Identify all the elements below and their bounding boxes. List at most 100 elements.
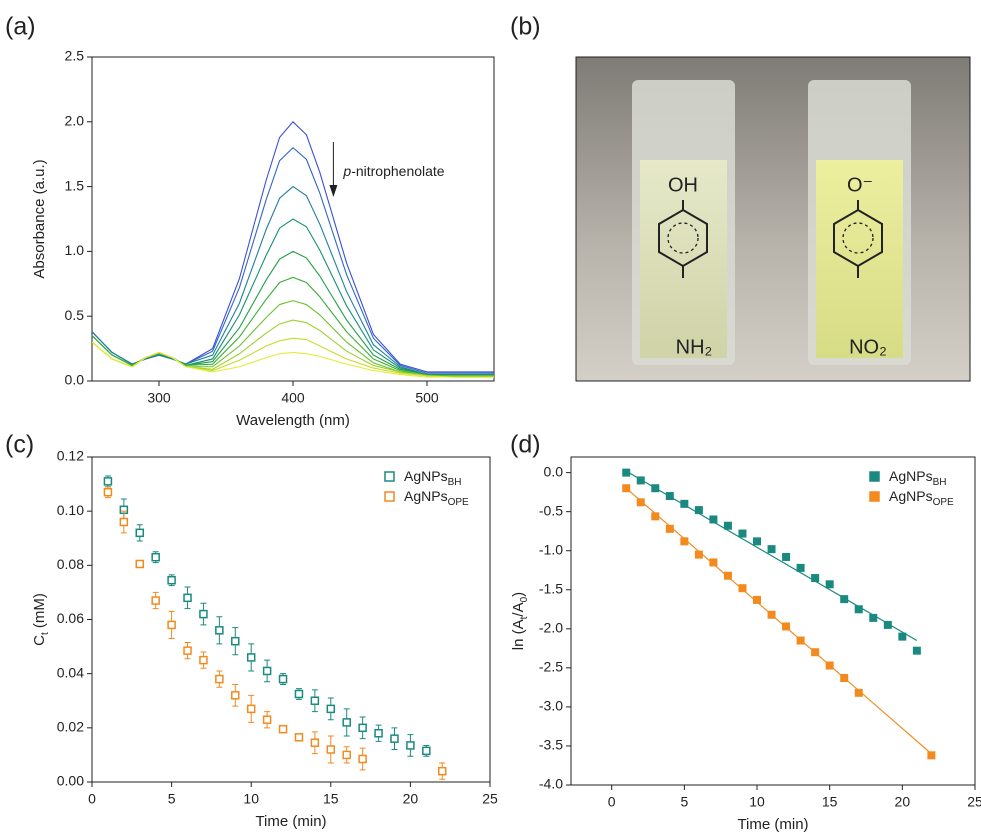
data-point: [680, 499, 689, 508]
y-tick-label: 0.04: [57, 664, 84, 680]
legend-label: AgNPsOPE: [404, 488, 469, 508]
spectrum-line: [92, 146, 494, 374]
data-point: [782, 622, 791, 631]
data-point: [262, 715, 272, 724]
x-tick-label: 400: [281, 390, 305, 406]
panel-label: (c): [5, 431, 34, 459]
y-tick-label: -4.0: [539, 776, 563, 792]
data-point: [246, 704, 256, 714]
legend-sub: BH: [933, 477, 947, 488]
data-point: [183, 593, 192, 603]
data-point: [898, 632, 907, 641]
y-axis-label-part: (mM): [31, 593, 48, 632]
x-tick-label: 5: [680, 794, 688, 810]
y-axis-label: ln (At/A0): [510, 592, 530, 650]
spectrum-line: [92, 319, 494, 378]
data-point: [310, 738, 320, 747]
data-point: [390, 734, 399, 743]
data-point: [767, 610, 776, 619]
data-point: [103, 477, 113, 486]
spectrum-line: [92, 185, 494, 376]
data-point: [199, 609, 208, 619]
data-point: [709, 558, 718, 567]
y-axis-label: Absorbance (a.u.): [31, 159, 48, 278]
y-tick-label: -2.5: [539, 659, 563, 675]
data-point: [796, 563, 805, 572]
x-tick-label: 0: [608, 794, 616, 810]
fit-line: [625, 487, 932, 755]
legend-name: AgNPs: [404, 488, 448, 504]
y-axis-label-part: ): [510, 592, 527, 597]
legend-sub: BH: [448, 477, 462, 488]
data-point: [651, 512, 660, 521]
x-tick-label: 500: [415, 390, 439, 406]
y-axis-label-part: t: [519, 616, 530, 619]
data-point: [199, 655, 208, 665]
data-point: [753, 537, 762, 546]
x-tick-label: 300: [147, 390, 171, 406]
y-tick-label: 0.02: [57, 719, 84, 735]
data-point: [680, 537, 689, 546]
y-tick-label: 1.5: [65, 177, 85, 193]
y-tick-label: 0.12: [57, 448, 84, 464]
x-tick-label: 10: [749, 794, 765, 810]
x-axis-label: Time (min): [737, 816, 808, 833]
data-point: [135, 528, 145, 538]
y-tick-label: 2.0: [65, 113, 85, 129]
data-point: [912, 646, 921, 655]
data-point: [723, 571, 732, 580]
legend-marker: [384, 471, 395, 482]
group-label: OH: [668, 174, 698, 196]
liquid: [640, 160, 727, 358]
plot-area: [92, 120, 494, 378]
data-point: [294, 733, 304, 742]
group-label: O⁻: [847, 174, 873, 196]
data-point: [358, 754, 367, 764]
y-tick-label: -3.5: [539, 737, 563, 753]
data-point: [622, 468, 631, 477]
data-point: [215, 674, 224, 684]
y-tick-label: 1.0: [65, 242, 85, 258]
y-axis-label-part: t: [40, 632, 51, 635]
data-point: [231, 636, 240, 646]
y-axis-label-part: C: [31, 635, 48, 646]
data-point: [811, 648, 820, 657]
data-point: [167, 620, 176, 630]
x-tick-label: 15: [822, 794, 838, 810]
y-tick-label: 2.5: [65, 48, 85, 64]
data-point: [406, 741, 415, 750]
plot-frame: [570, 456, 976, 786]
data-point: [103, 487, 113, 497]
panel-label: (d): [510, 431, 541, 459]
x-tick-label: 20: [895, 794, 911, 810]
spectrum-line: [92, 337, 494, 378]
data-point: [278, 724, 288, 734]
data-point: [840, 674, 849, 683]
data-point: [723, 521, 732, 530]
plot-frame: [91, 456, 491, 783]
data-point: [151, 552, 160, 562]
data-point: [738, 529, 747, 538]
legend-label: AgNPsBH: [404, 468, 461, 488]
y-tick-label: 0.08: [57, 556, 84, 572]
data-point: [709, 515, 718, 524]
data-point: [927, 751, 936, 760]
data-point: [869, 613, 878, 622]
x-tick-label: 20: [403, 791, 419, 807]
legend-name: AgNPs: [889, 468, 933, 484]
data-point: [622, 484, 631, 493]
data-point: [215, 626, 224, 635]
data-point: [665, 524, 674, 533]
data-point: [782, 552, 791, 561]
y-axis-label-part: 0: [519, 596, 530, 602]
data-point: [183, 646, 192, 655]
y-tick-label: 0.0: [544, 463, 564, 479]
legend-name: AgNPs: [404, 468, 448, 484]
legend-label: AgNPsBH: [889, 468, 946, 488]
data-point: [358, 723, 367, 733]
annotation-rest: -nitrophenolate: [351, 163, 445, 179]
y-tick-label: -1.0: [539, 541, 563, 557]
data-point: [767, 545, 776, 554]
y-tick-label: 0.06: [57, 610, 84, 626]
spectrum-line: [92, 341, 494, 378]
